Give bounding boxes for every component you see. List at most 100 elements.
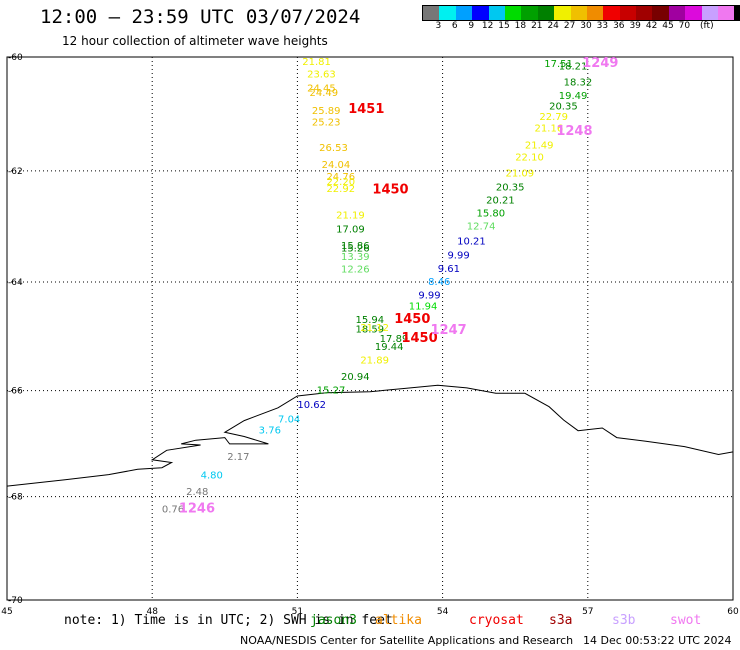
- wave-height-value: 17.89: [380, 334, 409, 345]
- colorbar-swatch: [423, 6, 440, 20]
- colorbar-swatch: [455, 6, 473, 20]
- wave-height-value: 9.99: [447, 250, 469, 261]
- colorbar-swatch: [488, 6, 505, 20]
- wave-height-value: 10.62: [297, 400, 326, 411]
- latitude-tick-label: -68: [8, 493, 23, 503]
- wave-height-value: 10.21: [457, 237, 486, 248]
- colorbar-swatch: [439, 6, 456, 20]
- colorbar-swatch: [668, 6, 686, 20]
- sat-legend-jason3: jason3: [310, 613, 357, 628]
- pass-number-label: 1247: [431, 323, 467, 338]
- colorbar-tick-label: 6: [451, 21, 458, 31]
- longitude-tick-label: 57: [582, 607, 593, 617]
- colorbar-swatch: [685, 6, 702, 20]
- wave-height-value: 8.46: [428, 277, 450, 288]
- wave-height-value: 21.12: [360, 323, 389, 334]
- longitude-tick-label: 45: [1, 607, 12, 617]
- sat-legend-swot: swot: [670, 613, 702, 628]
- pass-number-label: 1450: [394, 312, 430, 327]
- wave-height-value: 0.76: [162, 504, 184, 515]
- colorbar-swatch: [504, 6, 522, 20]
- wave-height-value: 22.10: [515, 153, 544, 164]
- wave-height-value: 13.39: [341, 252, 370, 263]
- pass-number-label: 1249: [582, 56, 618, 71]
- wave-height-value: 22.20: [326, 177, 355, 188]
- latitude-tick-label: -60: [8, 53, 23, 63]
- latitude-tick-label: -62: [8, 167, 23, 177]
- wave-height-value: 24.04: [322, 160, 351, 171]
- longitude-tick-label: 48: [146, 607, 158, 617]
- colorbar-tick-label: 24: [547, 21, 559, 31]
- pass-number-label: 1450: [372, 182, 408, 197]
- colorbar-swatch: [636, 6, 653, 20]
- sat-legend-s3b: s3b: [612, 613, 636, 628]
- longitude-tick-label: 60: [727, 607, 739, 617]
- colorbar-tick-label: 39: [629, 21, 641, 31]
- wave-height-value: 21.49: [525, 140, 554, 151]
- wave-height-value: 20.21: [486, 195, 515, 206]
- wave-height-value: 20.35: [496, 182, 525, 193]
- wave-height-value: 12.74: [467, 222, 496, 233]
- colorbar-tick-label: 42: [645, 21, 658, 31]
- wave-height-value: 2.48: [186, 487, 208, 498]
- wave-height-value: 25.23: [312, 118, 341, 129]
- colorbar-swatch: [619, 6, 637, 20]
- colorbar-tick-label: 3: [435, 21, 442, 31]
- colorbar-swatch: [603, 6, 620, 20]
- wave-height-value: 24.49: [310, 88, 339, 99]
- latitude-tick-label: -64: [8, 278, 23, 288]
- wave-height-value: 15.86: [341, 241, 370, 252]
- colorbar-tick-label: 45: [662, 21, 674, 31]
- pass-number-label: 1450: [401, 331, 437, 346]
- colorbar-labels: 3 6 9 12 15 18 21 24 27 30 33 36 39 42 45 70 (ft): [422, 21, 740, 33]
- wave-height-value: 17.09: [336, 224, 365, 235]
- wave-height-value: 26.53: [319, 143, 348, 154]
- wave-height-value: 24.76: [326, 172, 355, 183]
- wave-height-value: 15.80: [476, 209, 505, 220]
- colorbar-swatch: [701, 6, 719, 20]
- map-frame: [6, 56, 734, 601]
- colorbar-tick-label: 30: [580, 21, 592, 31]
- wave-height-value: 2.17: [227, 452, 249, 463]
- pass-number-label: 1451: [348, 102, 384, 117]
- credit-line: NOAA/NESDIS Center for Satellite Applica…: [240, 634, 574, 647]
- colorbar-swatch: [652, 6, 669, 20]
- colorbar-tick-label: 21: [531, 21, 543, 31]
- wave-height-value: 23.63: [307, 70, 336, 81]
- wave-height-value: 9.61: [438, 264, 460, 275]
- colorbar-tick-label: 27: [563, 21, 576, 31]
- wave-height-value: 15.26: [341, 244, 370, 255]
- wave-height-value: 18.21: [559, 62, 588, 73]
- wave-height-value: 21.19: [336, 210, 365, 221]
- pass-number-label: 1248: [556, 124, 592, 139]
- sat-legend-altika: altika: [375, 613, 422, 628]
- wave-height-value: 21.16: [535, 123, 564, 134]
- wave-height-value: 15.27: [317, 385, 346, 396]
- wave-height-colorbar: [422, 5, 740, 21]
- longitude-tick-label: 54: [437, 607, 449, 617]
- wave-height-value: 11.94: [409, 301, 438, 312]
- colorbar-swatch: [521, 6, 538, 20]
- latitude-tick-label: -70: [8, 596, 23, 606]
- wave-height-value: 20.35: [549, 102, 578, 113]
- wave-height-value: 12.26: [341, 265, 370, 276]
- colorbar-swatch: [537, 6, 555, 20]
- colorbar-tick-label: 33: [596, 21, 609, 31]
- colorbar-swatch: [570, 6, 587, 20]
- wave-height-value: 21.81: [302, 57, 331, 68]
- wave-height-value: 21.89: [360, 356, 389, 367]
- generated-timestamp: 14 Dec 00:53:22 UTC 2024: [583, 634, 732, 647]
- colorbar-tick-label: 36: [613, 21, 625, 31]
- page-title: 12:00 – 23:59 UTC 03/07/2024: [40, 6, 361, 28]
- colorbar-swatch: [554, 6, 571, 20]
- antarctic-coastline: [6, 384, 734, 487]
- colorbar-tick-label: 70: [678, 21, 691, 31]
- wave-height-value: 3.76: [259, 425, 281, 436]
- colorbar-swatch: [472, 6, 489, 20]
- wave-height-value: 18.32: [564, 78, 593, 89]
- colorbar-tick-label: 18: [514, 21, 527, 31]
- latitude-tick-label: -66: [8, 387, 23, 397]
- colorbar-swatch: [586, 6, 604, 20]
- colorbar-tick-label: 12: [481, 21, 494, 31]
